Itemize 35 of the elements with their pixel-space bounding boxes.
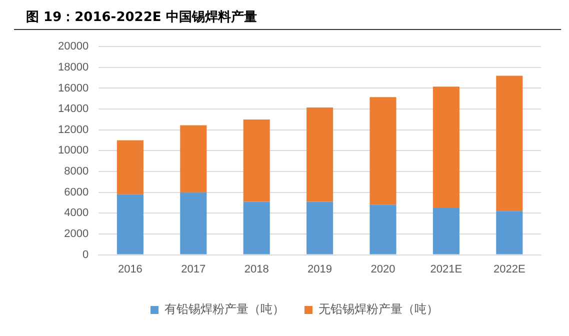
- bar: [432, 208, 460, 254]
- bar: [306, 202, 334, 254]
- y-tick-label: 10000: [58, 144, 89, 157]
- x-tick-label: 2017: [181, 263, 206, 276]
- bar: [432, 86, 460, 208]
- x-tick-label: 2019: [308, 263, 332, 276]
- bar: [496, 211, 523, 254]
- y-tick-label: 8000: [64, 166, 89, 178]
- y-tick-label: 12000: [58, 124, 89, 136]
- bar: [180, 125, 207, 192]
- legend-label: 无铅锡焊粉产量（吨）: [318, 302, 438, 316]
- y-tick-label: 2000: [64, 228, 89, 240]
- y-tick-label: 20000: [58, 40, 89, 53]
- bar: [243, 119, 270, 202]
- x-tick-label: 2020: [370, 263, 396, 276]
- y-tick-label: 0: [82, 248, 89, 261]
- x-tick-label: 2021E: [430, 263, 462, 276]
- bar: [116, 140, 144, 194]
- bar: [370, 97, 396, 205]
- x-tick-label: 2022E: [493, 263, 526, 276]
- bar: [370, 204, 396, 254]
- chart-title: 图 19：2016-2022E 中国锡焊料产量: [14, 8, 561, 30]
- bar: [180, 192, 207, 254]
- bar: [243, 202, 270, 254]
- y-tick-label: 4000: [64, 207, 89, 220]
- y-tick-label: 14000: [58, 103, 89, 116]
- bar: [496, 76, 523, 212]
- legend-label: 有铅锡焊粉产量（吨）: [164, 302, 284, 316]
- x-tick-label: 2018: [244, 263, 269, 276]
- y-tick-label: 6000: [64, 186, 89, 198]
- y-tick-label: 16000: [58, 82, 89, 94]
- x-tick-label: 2016: [118, 263, 142, 276]
- bar: [306, 108, 334, 202]
- y-tick-label: 18000: [58, 61, 89, 74]
- bar: [116, 194, 144, 254]
